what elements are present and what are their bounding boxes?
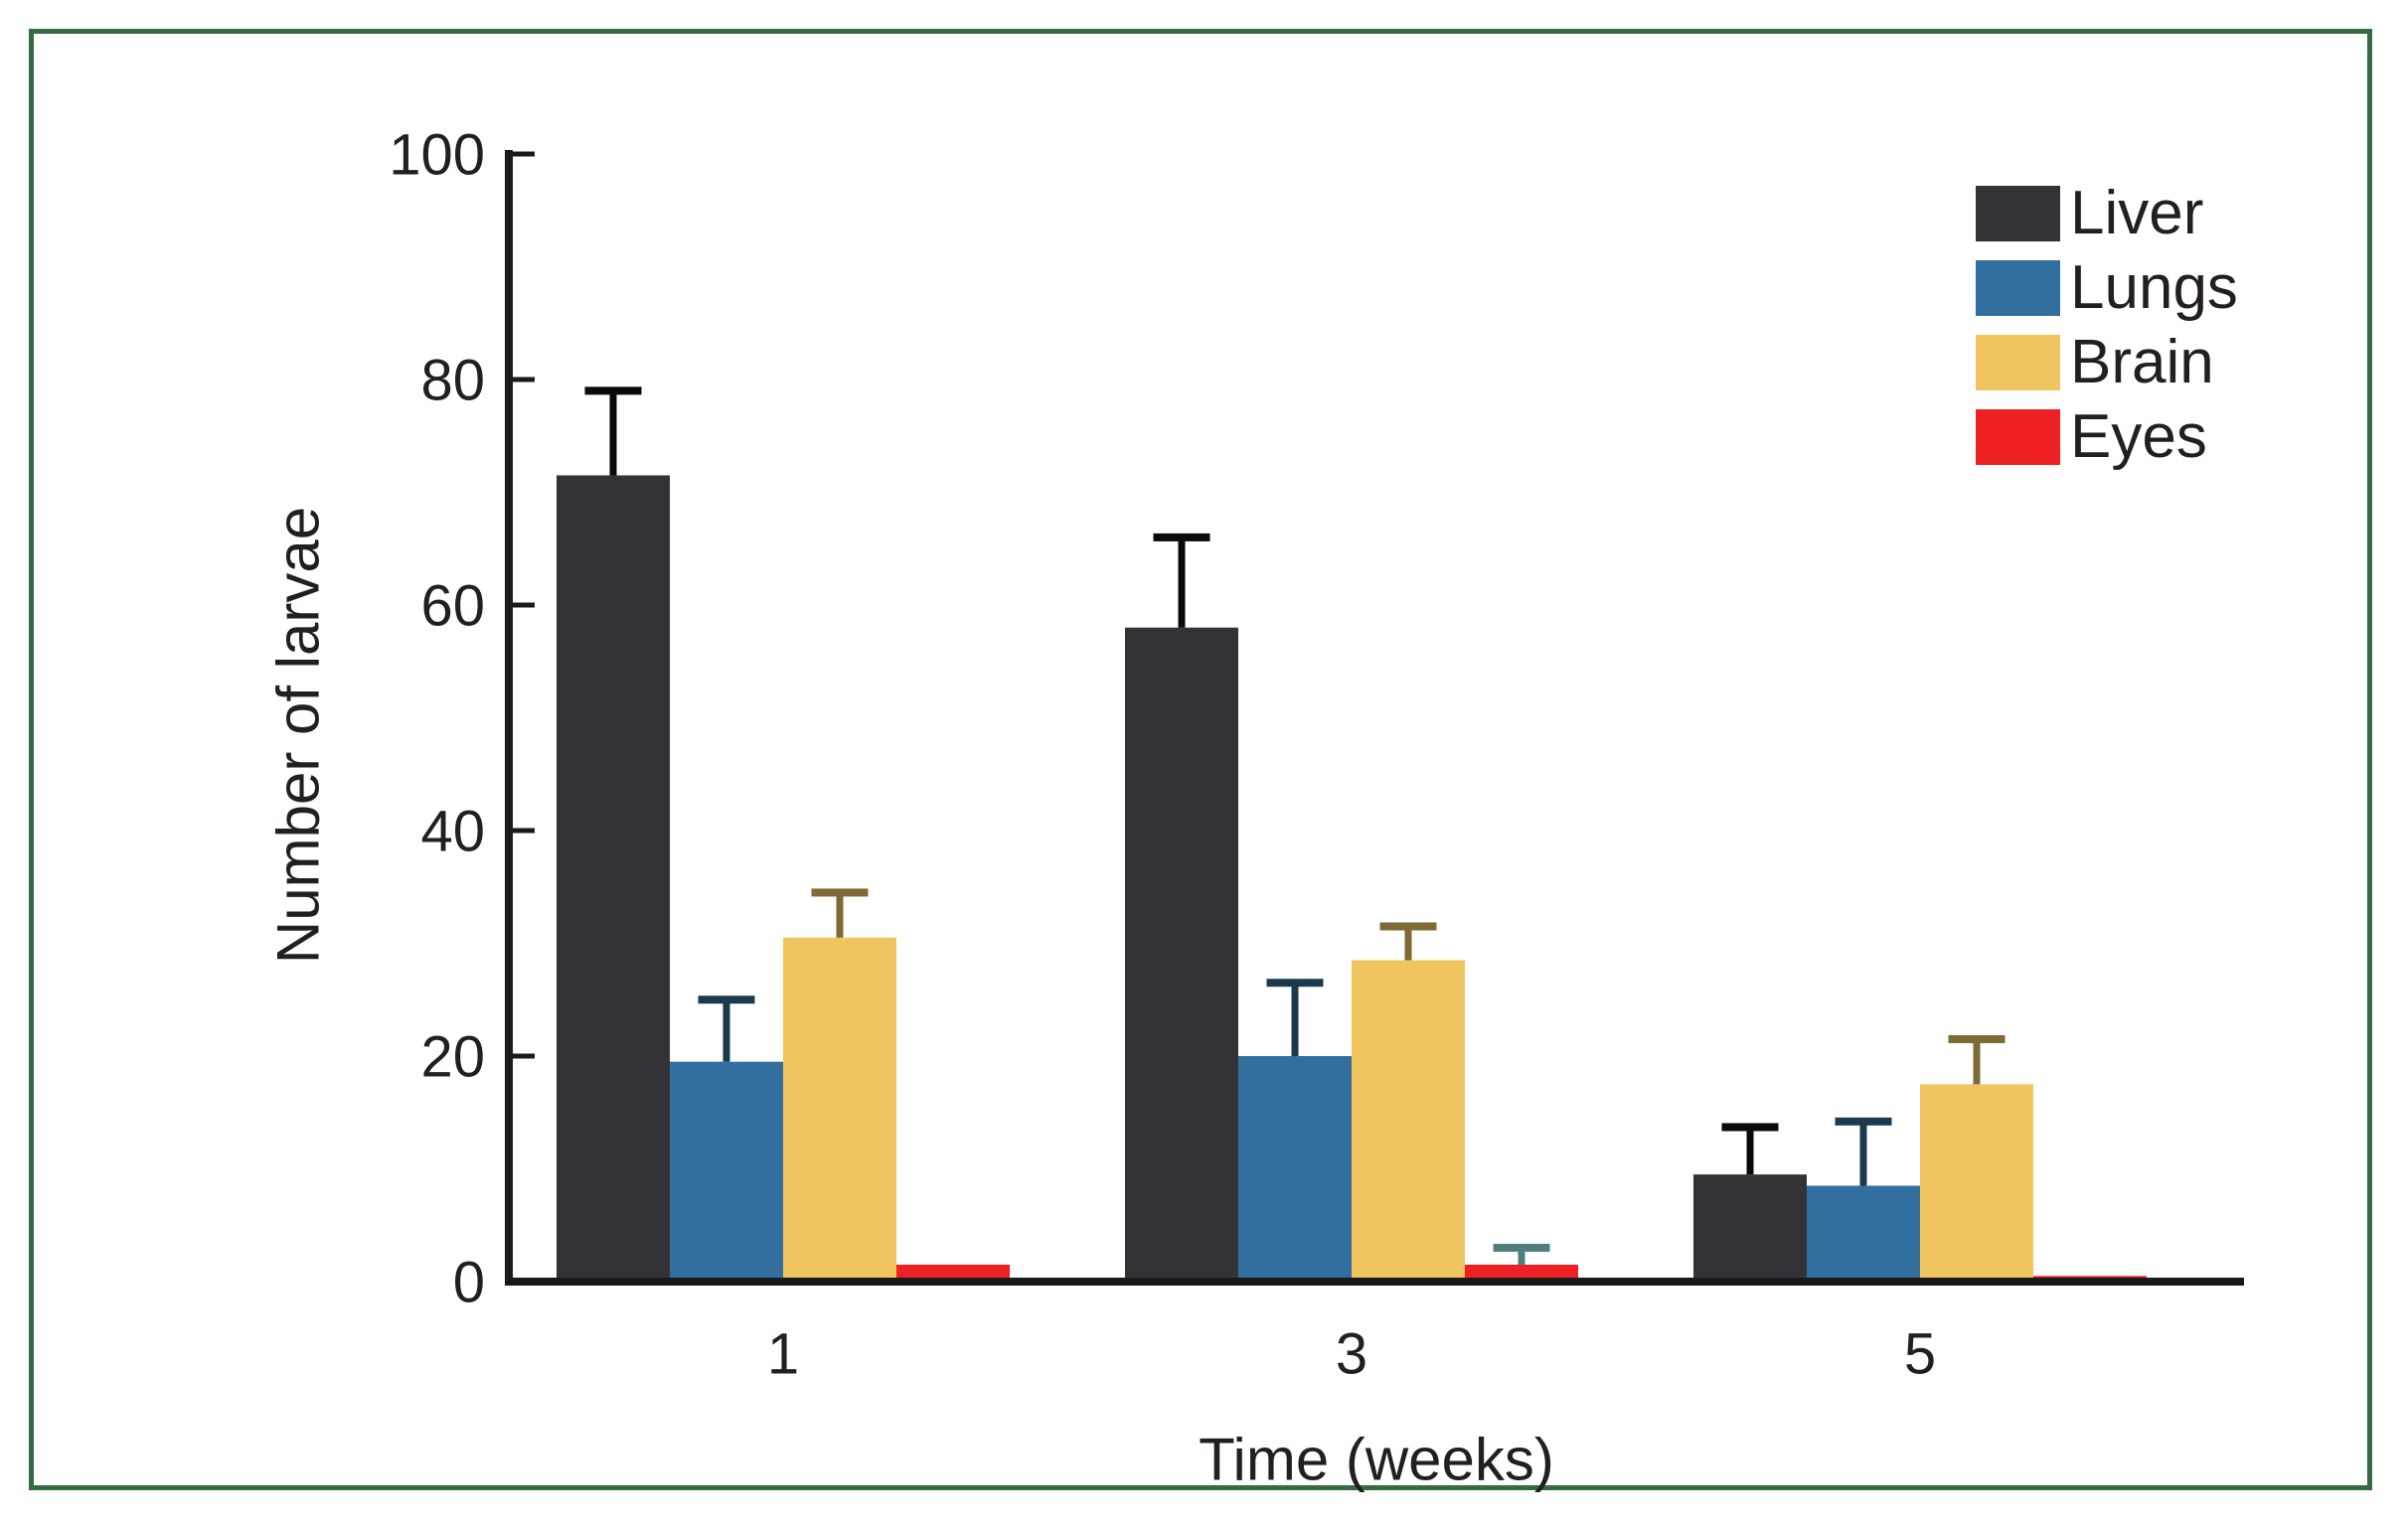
x-axis-line: [505, 1278, 2244, 1286]
y-tick-label-20: 20: [420, 1024, 485, 1089]
legend-label-liver: Liver: [2070, 179, 2204, 247]
error-stem-eyes-week3: [1518, 1247, 1525, 1265]
legend-item-eyes: Eyes: [1976, 402, 2238, 471]
legend-item-lungs: Lungs: [1976, 253, 2238, 322]
legend-label-eyes: Eyes: [2070, 402, 2207, 471]
legend: Liver Lungs Brain Eyes: [1976, 179, 2238, 484]
legend-label-brain: Brain: [2070, 328, 2214, 396]
x-axis-title: Time (weeks): [1199, 1426, 1554, 1493]
y-tick-100: [513, 151, 535, 157]
x-tick-label-3: 3: [1336, 1321, 1367, 1386]
y-tick-20: [513, 1053, 535, 1059]
legend-swatch-lungs: [1976, 260, 2060, 316]
bar-liver-week3: [1125, 627, 1238, 1282]
bar-eyes-week1: [896, 1264, 1010, 1282]
error-cap-liver-week5: [1721, 1123, 1779, 1132]
error-stem-lungs-week1: [722, 999, 730, 1062]
y-axis-title: Number of larvae: [264, 506, 332, 965]
error-stem-lungs-week3: [1291, 983, 1299, 1056]
bar-lungs-week3: [1238, 1056, 1352, 1282]
legend-label-lungs: Lungs: [2070, 253, 2238, 322]
legend-swatch-liver: [1976, 186, 2060, 241]
error-cap-eyes-week3: [1493, 1243, 1550, 1252]
error-stem-brain-week5: [1973, 1038, 1981, 1085]
error-stem-liver-week3: [1178, 536, 1186, 628]
error-stem-brain-week3: [1404, 926, 1412, 961]
legend-swatch-eyes: [1976, 409, 2060, 465]
y-tick-80: [513, 377, 535, 382]
bar-brain-week3: [1352, 960, 1465, 1282]
error-cap-brain-week1: [811, 888, 869, 897]
error-cap-lungs-week5: [1835, 1117, 1892, 1126]
bar-brain-week1: [783, 937, 896, 1282]
error-cap-liver-week3: [1153, 533, 1210, 541]
error-stem-liver-week1: [609, 390, 617, 476]
x-tick-label-1: 1: [767, 1321, 799, 1386]
error-cap-brain-week3: [1379, 922, 1437, 931]
legend-item-brain: Brain: [1976, 328, 2238, 396]
bar-lungs-week1: [670, 1061, 783, 1282]
legend-swatch-brain: [1976, 335, 2060, 390]
y-tick-label-60: 60: [420, 573, 485, 638]
error-stem-liver-week5: [1746, 1127, 1754, 1175]
error-cap-brain-week5: [1948, 1034, 2006, 1043]
error-cap-lungs-week1: [698, 995, 755, 1004]
error-cap-lungs-week3: [1266, 979, 1324, 988]
legend-item-liver: Liver: [1976, 179, 2238, 247]
y-tick-label-40: 40: [420, 799, 485, 863]
bar-lungs-week5: [1807, 1185, 1920, 1282]
y-tick-60: [513, 602, 535, 608]
y-tick-label-100: 100: [389, 122, 485, 187]
y-tick-label-0: 0: [453, 1250, 485, 1314]
y-tick-40: [513, 828, 535, 834]
bar-liver-week5: [1693, 1174, 1807, 1282]
error-stem-lungs-week5: [1859, 1121, 1867, 1186]
x-tick-label-5: 5: [1904, 1321, 1936, 1386]
error-cap-liver-week1: [584, 386, 642, 395]
y-tick-label-80: 80: [420, 348, 485, 412]
y-axis-line: [505, 150, 513, 1286]
bar-eyes-week3: [1465, 1264, 1578, 1282]
bar-brain-week5: [1920, 1084, 2033, 1282]
error-stem-brain-week1: [836, 892, 844, 938]
bar-liver-week1: [557, 475, 670, 1283]
